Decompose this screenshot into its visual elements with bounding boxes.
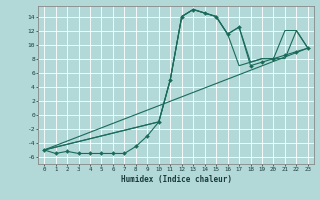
X-axis label: Humidex (Indice chaleur): Humidex (Indice chaleur) [121, 175, 231, 184]
